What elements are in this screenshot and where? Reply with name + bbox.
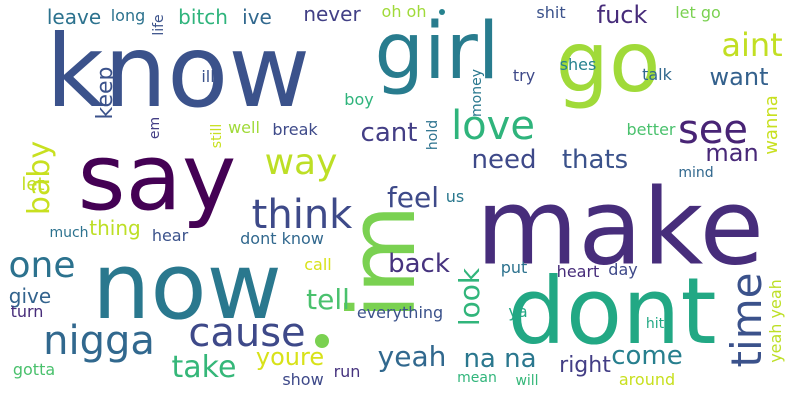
word-man: man bbox=[705, 139, 759, 167]
word-see: see bbox=[677, 107, 749, 153]
word-youre: youre bbox=[255, 343, 325, 371]
word-say: say bbox=[77, 124, 237, 231]
word-ive: ive bbox=[242, 5, 272, 29]
word-come: come bbox=[611, 341, 683, 371]
word-put: put bbox=[500, 258, 528, 277]
word-turn: turn bbox=[10, 302, 44, 321]
word-nigga: nigga bbox=[43, 318, 155, 364]
word-never: never bbox=[303, 2, 361, 26]
word-hold: hold bbox=[425, 119, 441, 151]
word-show: show bbox=[282, 370, 324, 389]
word-let: let bbox=[21, 174, 45, 195]
word-give: give bbox=[8, 284, 52, 308]
word-still: still bbox=[209, 123, 225, 149]
word-life: life bbox=[151, 14, 167, 36]
word-take: take bbox=[171, 350, 237, 385]
word-break: break bbox=[272, 120, 318, 139]
word-need: need bbox=[471, 145, 537, 175]
word-ya: ya bbox=[508, 302, 528, 321]
word-want: want bbox=[709, 63, 769, 91]
word-run: run bbox=[333, 362, 361, 381]
word-mean: mean bbox=[457, 370, 497, 386]
word-feel: feel bbox=[386, 181, 440, 214]
word-tell: tell bbox=[306, 283, 350, 316]
word-right: right bbox=[559, 353, 611, 378]
word-boy: boy bbox=[344, 90, 374, 109]
word-call: call bbox=[304, 255, 332, 274]
word-will: will bbox=[515, 373, 539, 389]
word-one: one bbox=[8, 245, 76, 286]
word-money: money bbox=[469, 69, 485, 117]
word-bitch: bitch bbox=[178, 5, 228, 29]
word-everything: everything bbox=[356, 303, 444, 322]
word-keep: keep bbox=[93, 66, 118, 120]
word-ill: ill bbox=[201, 67, 215, 86]
word-better: better bbox=[626, 120, 676, 139]
dot-glyph bbox=[315, 334, 329, 348]
word-na-na: na na bbox=[463, 344, 537, 374]
word-back: back bbox=[388, 249, 450, 279]
word-thats: thats bbox=[561, 145, 629, 175]
word-hear: hear bbox=[151, 226, 189, 245]
word-thing: thing bbox=[89, 216, 141, 240]
word-girl: girl bbox=[374, 7, 500, 97]
word-around: around bbox=[618, 370, 676, 389]
word-wanna: wanna bbox=[761, 95, 782, 155]
word-oh-oh: oh oh bbox=[381, 2, 427, 21]
word-love: love bbox=[451, 103, 535, 149]
word-cause: cause bbox=[188, 310, 306, 356]
word-go: go bbox=[555, 13, 661, 111]
word-think: think bbox=[251, 192, 353, 238]
word-day: day bbox=[608, 260, 638, 279]
word-em: em bbox=[147, 116, 163, 140]
word-talk: talk bbox=[642, 65, 672, 84]
word-leave: leave bbox=[46, 5, 102, 29]
word-mind: mind bbox=[678, 165, 714, 181]
word-let-go: let go bbox=[675, 3, 721, 22]
word-dont-know: dont know bbox=[240, 229, 324, 248]
word-gotta: gotta bbox=[12, 360, 56, 379]
word-now: now bbox=[92, 233, 282, 340]
word-look: look bbox=[453, 267, 486, 327]
word-hit: hit bbox=[645, 316, 665, 332]
word-yeah: yeah bbox=[377, 340, 447, 373]
word-yeah-yeah: yeah yeah bbox=[766, 279, 785, 363]
dot-glyph bbox=[439, 9, 445, 15]
word-make: make bbox=[475, 166, 765, 289]
word-long: long bbox=[110, 6, 146, 25]
word-time: time bbox=[722, 272, 771, 368]
word-shit: shit bbox=[536, 3, 566, 22]
word-way: way bbox=[264, 142, 338, 183]
word-shes: shes bbox=[559, 55, 597, 74]
word-cant: cant bbox=[360, 118, 418, 148]
word-us: us bbox=[445, 187, 465, 206]
word-aint: aint bbox=[721, 26, 783, 64]
word-dont: dont bbox=[507, 258, 717, 365]
word-well: well bbox=[228, 118, 260, 137]
word-try: try bbox=[512, 66, 536, 85]
word-know: know bbox=[45, 13, 311, 130]
word-heart: heart bbox=[556, 262, 600, 281]
word-fuck: fuck bbox=[596, 1, 648, 29]
word-much: much bbox=[49, 225, 89, 241]
